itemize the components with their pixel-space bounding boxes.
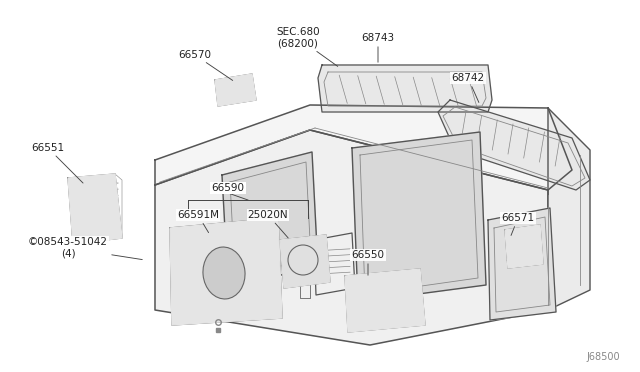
Text: 66571: 66571 bbox=[501, 213, 534, 235]
Polygon shape bbox=[318, 65, 492, 112]
Polygon shape bbox=[345, 269, 425, 332]
Polygon shape bbox=[68, 174, 122, 244]
Text: ©08543-51042
(4): ©08543-51042 (4) bbox=[28, 237, 142, 260]
Text: SEC.680
(68200): SEC.680 (68200) bbox=[276, 27, 338, 66]
Text: 66550: 66550 bbox=[351, 250, 385, 275]
Polygon shape bbox=[488, 208, 556, 320]
Text: 66591M: 66591M bbox=[177, 210, 219, 232]
Ellipse shape bbox=[203, 247, 245, 299]
Polygon shape bbox=[215, 74, 256, 106]
Text: 68743: 68743 bbox=[362, 33, 395, 62]
Text: 66570: 66570 bbox=[179, 50, 233, 80]
Text: 66551: 66551 bbox=[31, 143, 83, 183]
Polygon shape bbox=[548, 108, 590, 310]
Text: J68500: J68500 bbox=[586, 352, 620, 362]
Text: 68742: 68742 bbox=[451, 73, 484, 102]
Polygon shape bbox=[505, 225, 543, 268]
Text: 66590: 66590 bbox=[211, 183, 244, 193]
Polygon shape bbox=[222, 152, 318, 285]
Polygon shape bbox=[352, 132, 486, 302]
Polygon shape bbox=[170, 218, 282, 325]
Polygon shape bbox=[438, 100, 590, 190]
Polygon shape bbox=[155, 105, 572, 190]
Polygon shape bbox=[280, 235, 330, 288]
Polygon shape bbox=[155, 130, 548, 345]
Text: 25020N: 25020N bbox=[248, 210, 288, 238]
